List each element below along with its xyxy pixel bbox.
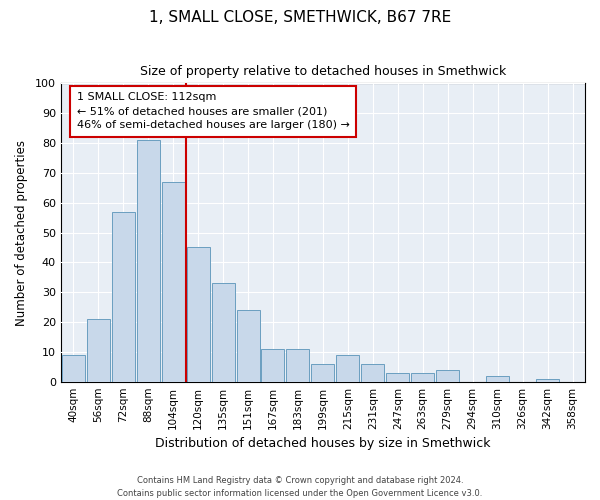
- Bar: [536, 378, 559, 382]
- Y-axis label: Number of detached properties: Number of detached properties: [15, 140, 28, 326]
- Bar: [137, 140, 160, 382]
- Bar: [361, 364, 385, 382]
- Bar: [62, 355, 85, 382]
- Bar: [311, 364, 334, 382]
- Bar: [212, 283, 235, 382]
- Bar: [262, 349, 284, 382]
- Title: Size of property relative to detached houses in Smethwick: Size of property relative to detached ho…: [140, 65, 506, 78]
- Bar: [411, 372, 434, 382]
- Bar: [486, 376, 509, 382]
- Bar: [161, 182, 185, 382]
- Text: 1 SMALL CLOSE: 112sqm
← 51% of detached houses are smaller (201)
46% of semi-det: 1 SMALL CLOSE: 112sqm ← 51% of detached …: [77, 92, 349, 130]
- Text: Contains HM Land Registry data © Crown copyright and database right 2024.
Contai: Contains HM Land Registry data © Crown c…: [118, 476, 482, 498]
- Bar: [286, 349, 310, 382]
- Text: 1, SMALL CLOSE, SMETHWICK, B67 7RE: 1, SMALL CLOSE, SMETHWICK, B67 7RE: [149, 10, 451, 25]
- Bar: [386, 372, 409, 382]
- Bar: [436, 370, 459, 382]
- Bar: [187, 248, 209, 382]
- Bar: [337, 355, 359, 382]
- Bar: [112, 212, 134, 382]
- Bar: [87, 319, 110, 382]
- X-axis label: Distribution of detached houses by size in Smethwick: Distribution of detached houses by size …: [155, 437, 491, 450]
- Bar: [236, 310, 260, 382]
